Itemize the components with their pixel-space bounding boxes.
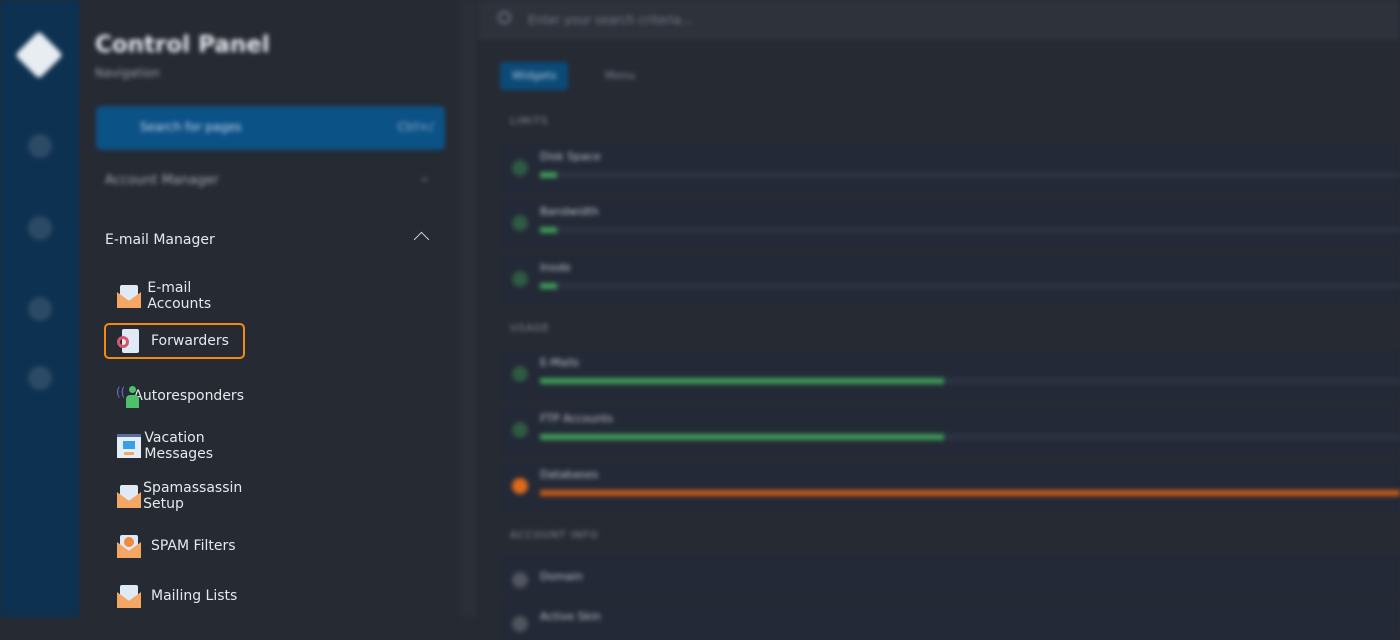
account-info-heading: ACCOUNT INFO [510,530,599,541]
chevron-up-icon[interactable] [413,231,430,248]
tab-menu[interactable]: Menu [605,69,636,82]
sidebar: Control Panel Navigation Search for page… [80,0,460,617]
item-label: Forwarders [151,333,229,349]
vacation-messages-icon [116,433,141,459]
sidebar-item-mailing-lists[interactable]: Mailing Lists [106,578,244,614]
sidebar-item-forwarders[interactable]: Forwarders [104,323,245,359]
row-label: Inode [540,261,571,274]
account-row-domain: Domain [500,556,1400,596]
globe-icon[interactable] [28,216,52,240]
sidebar-item-spamassassin-setup[interactable]: Spamassassin Setup [106,478,244,514]
search-placeholder: Search for pages [140,120,242,134]
global-search-input[interactable]: Enter your search criteria... [478,0,1400,40]
progress-fill [540,490,1400,496]
forwarders-icon [116,328,142,354]
usage-heading: USAGE [510,323,550,334]
divider [460,0,478,617]
search-icon [498,11,511,24]
logo-icon [14,30,64,80]
progress-fill [540,378,945,384]
progress-fill [540,172,558,178]
spamassassin-icon [116,483,141,509]
chevron-down-icon[interactable]: ⌄ [419,170,430,185]
search-pages-input[interactable]: Search for pages Ctrl+/ [96,106,445,150]
search-placeholder: Enter your search criteria... [528,13,693,27]
row-label: E-Mails [540,356,579,369]
item-label: SPAM Filters [151,538,236,554]
settings-icon[interactable] [28,297,52,321]
item-label: Autoresponders [133,388,244,404]
autoresponders-icon: (( [116,383,139,409]
usage-row-emails: E-Mails [500,350,1400,400]
row-label: Databases [540,468,599,481]
usage-row-databases: Databases [500,462,1400,512]
sidebar-item-autoresponders[interactable]: ((Autoresponders [106,378,244,414]
page-title: Control Panel [95,32,270,58]
row-label: Disk Space [540,150,601,163]
email-accounts-icon [116,283,141,309]
limit-row-inode: Inode [500,255,1400,305]
account-manager-section[interactable]: Account Manager [105,173,219,188]
progress-fill [540,283,558,289]
progress-fill [540,227,558,233]
dashboard-icon[interactable] [28,134,52,158]
item-label: Vacation Messages [144,430,214,462]
row-label: Domain [540,570,583,583]
email-manager-section[interactable]: E-mail Manager [105,232,215,248]
spam-filters-icon [116,533,142,559]
shortcut-hint: Ctrl+/ [397,120,433,134]
row-label: Bandwidth [540,205,599,218]
sidebar-item-vacation-messages[interactable]: Vacation Messages [106,428,244,464]
item-label: Mailing Lists [151,588,238,604]
item-label: Spamassassin Setup [143,480,243,512]
icon-rail [0,0,80,617]
sidebar-item-email-accounts[interactable]: E-mail Accounts [106,278,244,314]
item-label: E-mail Accounts [147,280,212,312]
row-label: FTP Accounts [540,412,614,425]
usage-row-ftp: FTP Accounts [500,406,1400,456]
subtitle: Navigation [95,66,160,80]
user-icon[interactable] [28,366,52,390]
tab-widgets[interactable]: Widgets [500,62,569,90]
main-content: Enter your search criteria... Widgets Me… [478,0,1400,640]
limit-row-bandwidth: Bandwidth [500,199,1400,249]
account-row-skin: Active Skin [500,600,1400,640]
limits-heading: LIMITS [510,116,549,127]
progress-fill [540,434,945,440]
mailing-lists-icon [116,583,142,609]
limit-row-disk-space: Disk Space [500,144,1400,194]
sidebar-item-spam-filters[interactable]: SPAM Filters [106,528,244,564]
